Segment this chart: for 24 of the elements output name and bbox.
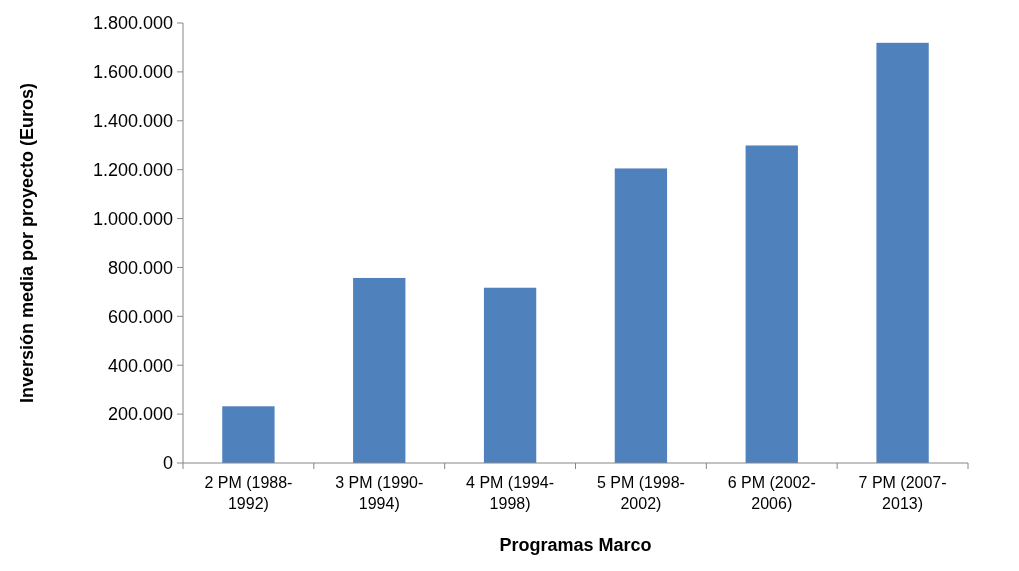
y-tick-label: 1.800.000 — [92, 13, 173, 34]
y-tick-label: 1.200.000 — [92, 159, 173, 180]
bar — [483, 287, 537, 463]
y-tick-label: 0 — [162, 453, 173, 474]
y-tick-label: 200.000 — [107, 404, 173, 425]
x-tick-label: 4 PM (1994-1998) — [466, 474, 555, 512]
x-axis-title: Programas Marco — [499, 535, 652, 555]
y-tick-label: 1.000.000 — [92, 208, 173, 229]
bar — [353, 277, 406, 463]
y-tick-label: 1.400.000 — [92, 111, 173, 132]
x-tick-label: 7 PM (2007-2013) — [858, 474, 947, 512]
bar — [222, 406, 275, 463]
y-tick-label: 400.000 — [107, 355, 173, 376]
y-tick-label: 1.600.000 — [92, 62, 173, 83]
y-tick-label: 800.000 — [107, 257, 173, 278]
x-tick-label: 5 PM (1998-2002) — [596, 474, 685, 512]
bar — [745, 145, 798, 463]
y-axis-title: Inversión media por proyecto (Euros) — [17, 82, 37, 404]
x-tick-label: 2 PM (1988-1992) — [204, 474, 293, 512]
bar — [876, 42, 929, 463]
x-tick-label: 3 PM (1990-1994) — [335, 474, 424, 512]
y-tick-label: 600.000 — [107, 306, 173, 327]
x-tick-label: 6 PM (2002-2006) — [727, 474, 816, 512]
bar — [614, 168, 668, 463]
